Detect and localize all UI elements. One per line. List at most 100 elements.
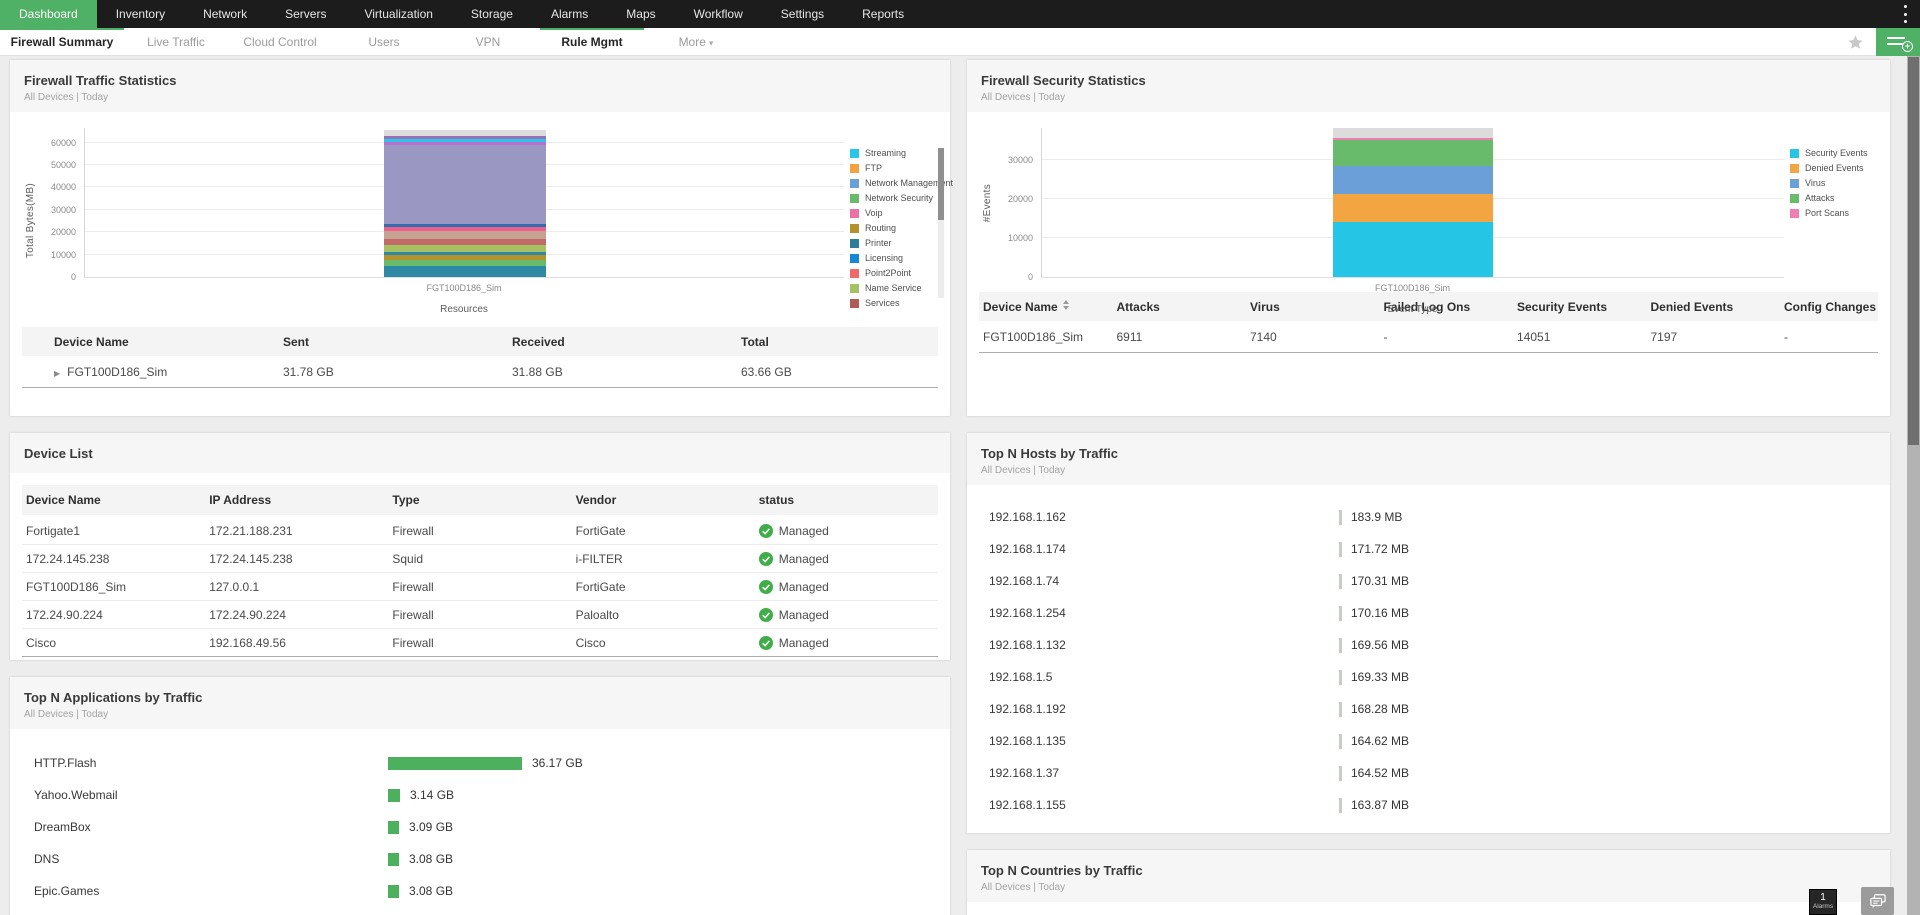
app-row-dns[interactable]: DNS 3.08 GB [10, 843, 950, 875]
host-traffic-bar [1339, 637, 1342, 653]
col-header-device-name[interactable]: Device Name [979, 299, 1113, 314]
applications-bar-list: HTTP.Flash 36.17 GB Yahoo.Webmail 3.14 GB Dr… [10, 747, 950, 907]
app-row-yahoo-webmail[interactable]: Yahoo.Webmail 3.14 GB [10, 779, 950, 811]
add-widget-button[interactable]: + [1876, 28, 1920, 56]
legend-item-name-service[interactable]: Name Service [850, 283, 944, 293]
alarms-floating-button[interactable]: 1 Alarms [1809, 889, 1837, 915]
legend-item-network-management[interactable]: Network Management [850, 178, 953, 188]
col-header-failed-log-ons[interactable]: Failed Log Ons [1383, 299, 1471, 314]
host-row-192-168-1-132[interactable]: 192.168.1.132 169.56 MB [967, 629, 1890, 661]
host-traffic-value: 168.28 MB [1351, 702, 1410, 716]
table-row-fgt100d186-sim[interactable]: FGT100D186_Sim 6911 7140 - 14051 7197 - [979, 321, 1878, 353]
host-row-192-168-1-5[interactable]: 192.168.1.5 169.33 MB [967, 661, 1890, 693]
legend-label: Virus [1805, 178, 1826, 188]
legend-item-streaming[interactable]: Streaming [850, 148, 944, 158]
host-row-192-168-1-174[interactable]: 192.168.1.174 171.72 MB [967, 533, 1890, 565]
legend-item-routing[interactable]: Routing [850, 223, 944, 233]
stacked-bar-fgt100d186-sim[interactable] [1333, 127, 1493, 277]
legend-item-point2point[interactable]: Point2Point [850, 268, 944, 278]
col-header-status[interactable]: status [758, 493, 795, 507]
legend-item-network-security[interactable]: Network Security [850, 193, 944, 203]
col-header-total[interactable]: Total [741, 334, 769, 349]
page-scrollbar[interactable] [1907, 56, 1920, 915]
app-row-http-flash[interactable]: HTTP.Flash 36.17 GB [10, 747, 950, 779]
col-header-security-events[interactable]: Security Events [1517, 299, 1608, 314]
table-row-fgt100d186-sim[interactable]: ▶ FGT100D186_Sim 31.78 GB 31.88 GB 63.66 GB [22, 356, 938, 388]
scrollbar-thumb[interactable] [1908, 57, 1919, 445]
col-header-attacks[interactable]: Attacks [1116, 299, 1160, 314]
nav-item-network[interactable]: Network [203, 7, 248, 21]
legend-item-denied-events[interactable]: Denied Events [1790, 163, 1884, 173]
legend-item-services[interactable]: Services [850, 298, 944, 308]
nav-item-storage[interactable]: Storage [470, 7, 513, 21]
tab-cloud-control[interactable]: Cloud Control [243, 35, 317, 49]
host-row-192-168-1-74[interactable]: 192.168.1.74 170.31 MB [967, 565, 1890, 597]
nav-item-workflow[interactable]: Workflow [693, 7, 743, 21]
host-traffic-value: 164.52 MB [1351, 766, 1410, 780]
tab-more[interactable]: More ▾ [678, 35, 714, 49]
nav-item-settings[interactable]: Settings [780, 7, 825, 21]
col-header-sent[interactable]: Sent [283, 334, 310, 349]
legend-item-port-scans[interactable]: Port Scans [1790, 208, 1884, 218]
table-row-fgt100d186-sim[interactable]: FGT100D186_Sim 127.0.0.1 Firewall FortiGate… [22, 573, 938, 601]
app-row-epic-games[interactable]: Epic.Games 3.08 GB [10, 875, 950, 907]
host-row-192-168-1-155[interactable]: 192.168.1.155 163.87 MB [967, 789, 1890, 821]
nav-item-maps[interactable]: Maps [626, 7, 656, 21]
col-header-denied-events[interactable]: Denied Events [1650, 299, 1734, 314]
cell-received: 31.88 GB [512, 364, 563, 379]
legend-item-attacks[interactable]: Attacks [1790, 193, 1884, 203]
tab-rule-mgmt[interactable]: Rule Mgmt [540, 28, 644, 55]
col-header-device-name[interactable]: Device Name [26, 493, 101, 507]
kebab-menu-icon[interactable] [1898, 5, 1912, 23]
nav-item-dashboard[interactable]: Dashboard [0, 0, 97, 28]
col-header-config-changes[interactable]: Config Changes [1784, 299, 1876, 314]
chat-feedback-button[interactable] [1861, 887, 1894, 915]
legend-swatch [850, 298, 859, 308]
col-header-received[interactable]: Received [512, 334, 565, 349]
stacked-bar-fgt100d186-sim[interactable] [383, 130, 546, 277]
legend-item-virus[interactable]: Virus [1790, 178, 1884, 188]
favorite-star-icon[interactable] [1847, 34, 1864, 51]
table-row-fortigate1[interactable]: Fortigate1 172.21.188.231 Firewall FortiGat… [22, 517, 938, 545]
table-row-172-24-145-238[interactable]: 172.24.145.238 172.24.145.238 Squid i-FILTE… [22, 545, 938, 573]
nav-item-inventory[interactable]: Inventory [115, 7, 166, 21]
host-traffic-value: 171.72 MB [1351, 542, 1410, 556]
y-tick-label: 30000 [1007, 155, 1033, 166]
host-row-192-168-1-162[interactable]: 192.168.1.162 183.9 MB [967, 501, 1890, 533]
table-row-172-24-90-224[interactable]: 172.24.90.224 172.24.90.224 Firewall Paloal… [22, 601, 938, 629]
y-tick-label: 60000 [50, 137, 76, 148]
legend-scrollbar[interactable] [938, 148, 944, 298]
legend-swatch [1790, 193, 1799, 203]
expand-row-icon[interactable]: ▶ [54, 368, 61, 378]
y-axis: 0 10000 20000 30000 [997, 128, 1041, 282]
tab-live-traffic[interactable]: Live Traffic [147, 35, 205, 49]
nav-item-reports[interactable]: Reports [862, 7, 905, 21]
bar-segment-segment-pink [383, 226, 546, 231]
bar-segment-segment-gold [383, 255, 546, 261]
host-row-192-168-1-254[interactable]: 192.168.1.254 170.16 MB [967, 597, 1890, 629]
col-header-ip-address[interactable]: IP Address [209, 493, 272, 507]
legend-item-security-events[interactable]: Security Events [1790, 148, 1884, 158]
app-row-dreambox[interactable]: DreamBox 3.09 GB [10, 811, 950, 843]
legend-item-voip[interactable]: Voip [850, 208, 944, 218]
legend-item-licensing[interactable]: Licensing [850, 253, 944, 263]
nav-item-servers[interactable]: Servers [285, 7, 327, 21]
col-header-virus[interactable]: Virus [1250, 299, 1280, 314]
legend-item-ftp[interactable]: FTP [850, 163, 944, 173]
cell-sent: 31.78 GB [283, 364, 334, 379]
tab-users[interactable]: Users [368, 35, 400, 49]
table-row-cisco[interactable]: Cisco 192.168.49.56 Firewall Cisco Managed [22, 629, 938, 657]
col-header-vendor[interactable]: Vendor [575, 493, 617, 507]
col-header-device-name[interactable]: Device Name [54, 334, 129, 349]
nav-item-alarms[interactable]: Alarms [550, 7, 589, 21]
nav-item-virtualization[interactable]: Virtualization [364, 7, 433, 21]
host-row-192-168-1-37[interactable]: 192.168.1.37 164.52 MB [967, 757, 1890, 789]
host-row-192-168-1-135[interactable]: 192.168.1.135 164.62 MB [967, 725, 1890, 757]
tab-vpn[interactable]: VPN [475, 35, 501, 49]
cell-config-changes: - [1784, 329, 1788, 344]
sort-icon[interactable] [1062, 299, 1069, 310]
legend-item-printer[interactable]: Printer [850, 238, 944, 248]
host-row-192-168-1-192[interactable]: 192.168.1.192 168.28 MB [967, 693, 1890, 725]
tab-firewall-summary[interactable]: Firewall Summary [0, 28, 124, 55]
col-header-type[interactable]: Type [392, 493, 420, 507]
